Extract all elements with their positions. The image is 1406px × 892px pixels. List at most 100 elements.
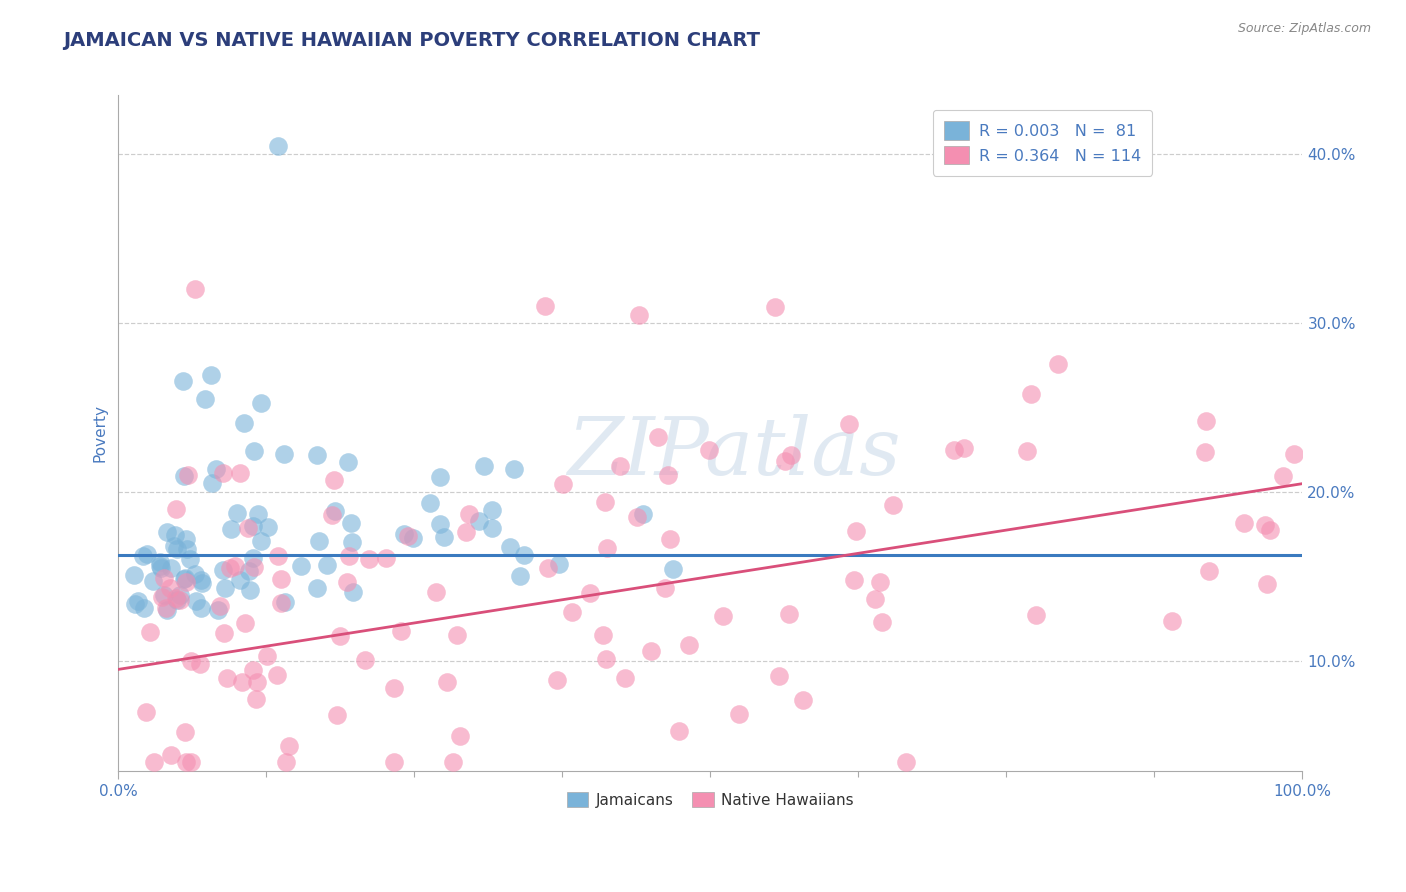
- Point: [136, 547, 159, 561]
- Point: [845, 524, 868, 538]
- Point: [631, 508, 654, 522]
- Point: [792, 693, 814, 707]
- Point: [392, 527, 415, 541]
- Point: [153, 571, 176, 585]
- Point: [212, 466, 235, 480]
- Point: [159, 581, 181, 595]
- Point: [209, 599, 232, 614]
- Point: [124, 597, 146, 611]
- Point: [626, 509, 648, 524]
- Point: [502, 461, 524, 475]
- Point: [194, 392, 217, 406]
- Point: [359, 551, 381, 566]
- Point: [337, 455, 360, 469]
- Y-axis label: Poverty: Poverty: [93, 404, 107, 462]
- Point: [353, 652, 375, 666]
- Point: [179, 552, 201, 566]
- Point: [132, 601, 155, 615]
- Point: [1194, 445, 1216, 459]
- Point: [250, 396, 273, 410]
- Point: [595, 652, 617, 666]
- Point: [245, 691, 267, 706]
- Point: [274, 595, 297, 609]
- Text: Source: ZipAtlas.com: Source: ZipAtlas.com: [1237, 22, 1371, 36]
- Point: [1282, 447, 1305, 461]
- Point: [436, 674, 458, 689]
- Point: [537, 561, 560, 575]
- Point: [173, 469, 195, 483]
- Point: [219, 561, 242, 575]
- Point: [894, 756, 917, 770]
- Point: [184, 567, 207, 582]
- Point: [150, 591, 173, 605]
- Point: [169, 593, 191, 607]
- Point: [842, 573, 865, 587]
- Point: [156, 603, 179, 617]
- Point: [548, 558, 571, 572]
- Point: [449, 729, 471, 743]
- Point: [174, 571, 197, 585]
- Point: [233, 615, 256, 630]
- Point: [1025, 608, 1047, 623]
- Point: [231, 674, 253, 689]
- Point: [337, 549, 360, 564]
- Point: [628, 308, 651, 322]
- Point: [173, 572, 195, 586]
- Point: [242, 443, 264, 458]
- Point: [593, 495, 616, 509]
- Point: [374, 551, 396, 566]
- Point: [325, 504, 347, 518]
- Point: [215, 671, 238, 685]
- Point: [595, 541, 617, 556]
- Point: [609, 458, 631, 473]
- Point: [647, 430, 669, 444]
- Point: [661, 562, 683, 576]
- Point: [768, 669, 790, 683]
- Point: [1019, 387, 1042, 401]
- Point: [1047, 357, 1070, 371]
- Point: [402, 532, 425, 546]
- Point: [773, 454, 796, 468]
- Point: [429, 470, 451, 484]
- Point: [135, 706, 157, 720]
- Point: [184, 283, 207, 297]
- Point: [239, 582, 262, 597]
- Point: [172, 374, 194, 388]
- Point: [481, 503, 503, 517]
- Point: [468, 514, 491, 528]
- Point: [246, 507, 269, 521]
- Point: [429, 516, 451, 531]
- Point: [242, 550, 264, 565]
- Point: [173, 725, 195, 739]
- Point: [143, 756, 166, 770]
- Point: [267, 139, 290, 153]
- Point: [225, 506, 247, 520]
- Point: [132, 549, 155, 563]
- Point: [699, 442, 721, 457]
- Point: [165, 502, 187, 516]
- Point: [229, 573, 252, 587]
- Point: [713, 609, 735, 624]
- Legend: Jamaicans, Native Hawaiians: Jamaicans, Native Hawaiians: [561, 786, 860, 814]
- Point: [658, 533, 681, 547]
- Text: ZIPatlas: ZIPatlas: [568, 415, 901, 492]
- Point: [657, 468, 679, 483]
- Point: [163, 540, 186, 554]
- Point: [184, 594, 207, 608]
- Point: [214, 581, 236, 595]
- Point: [200, 368, 222, 383]
- Point: [640, 644, 662, 658]
- Point: [942, 442, 965, 457]
- Point: [165, 591, 187, 606]
- Point: [1233, 516, 1256, 531]
- Point: [166, 541, 188, 556]
- Point: [1198, 564, 1220, 578]
- Point: [763, 300, 786, 314]
- Point: [155, 601, 177, 615]
- Point: [329, 629, 352, 643]
- Point: [780, 448, 803, 462]
- Point: [219, 522, 242, 536]
- Point: [668, 724, 690, 739]
- Point: [270, 572, 292, 586]
- Point: [232, 416, 254, 430]
